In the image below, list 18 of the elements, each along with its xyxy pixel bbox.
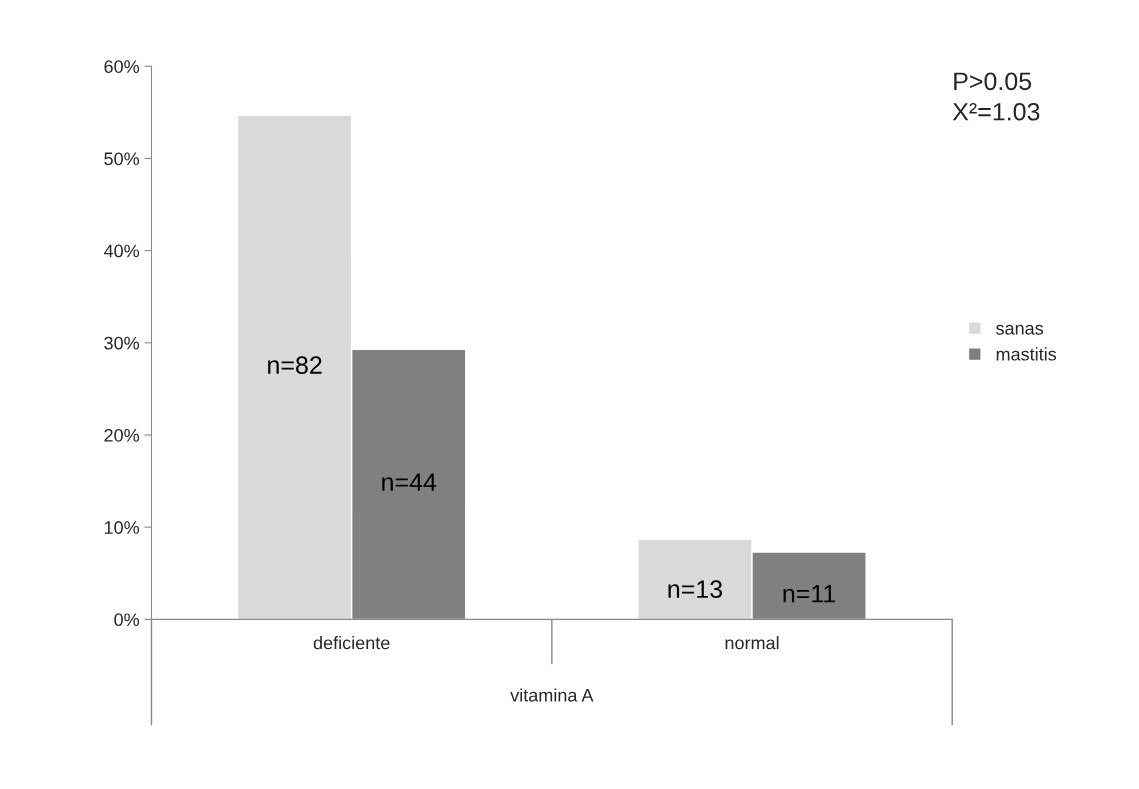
- legend-label: mastitis: [996, 347, 1057, 361]
- x-tick-label: deficiente: [313, 636, 390, 650]
- y-tick-label: 40%: [103, 244, 140, 258]
- y-tick-label: 50%: [104, 152, 140, 166]
- y-tick-label: 0%: [114, 613, 140, 627]
- y-tick-label: 60%: [104, 60, 140, 73]
- y-tick-label: 30%: [104, 336, 140, 350]
- annotation: n=13: [668, 580, 723, 599]
- legend-label: sanas: [996, 324, 1044, 335]
- text: P>0.05: [954, 72, 1032, 91]
- x-tick-label: normal: [725, 636, 779, 650]
- annotation: n=11: [783, 585, 836, 603]
- text: X²=1.03: [952, 102, 1040, 121]
- x-axis-title: vitamina A: [510, 688, 594, 702]
- y-tick-label: 20%: [104, 428, 140, 442]
- y-tick-label: 10%: [104, 521, 140, 534]
- annotation: n=82: [268, 356, 322, 374]
- annotation: n=44: [382, 473, 437, 491]
